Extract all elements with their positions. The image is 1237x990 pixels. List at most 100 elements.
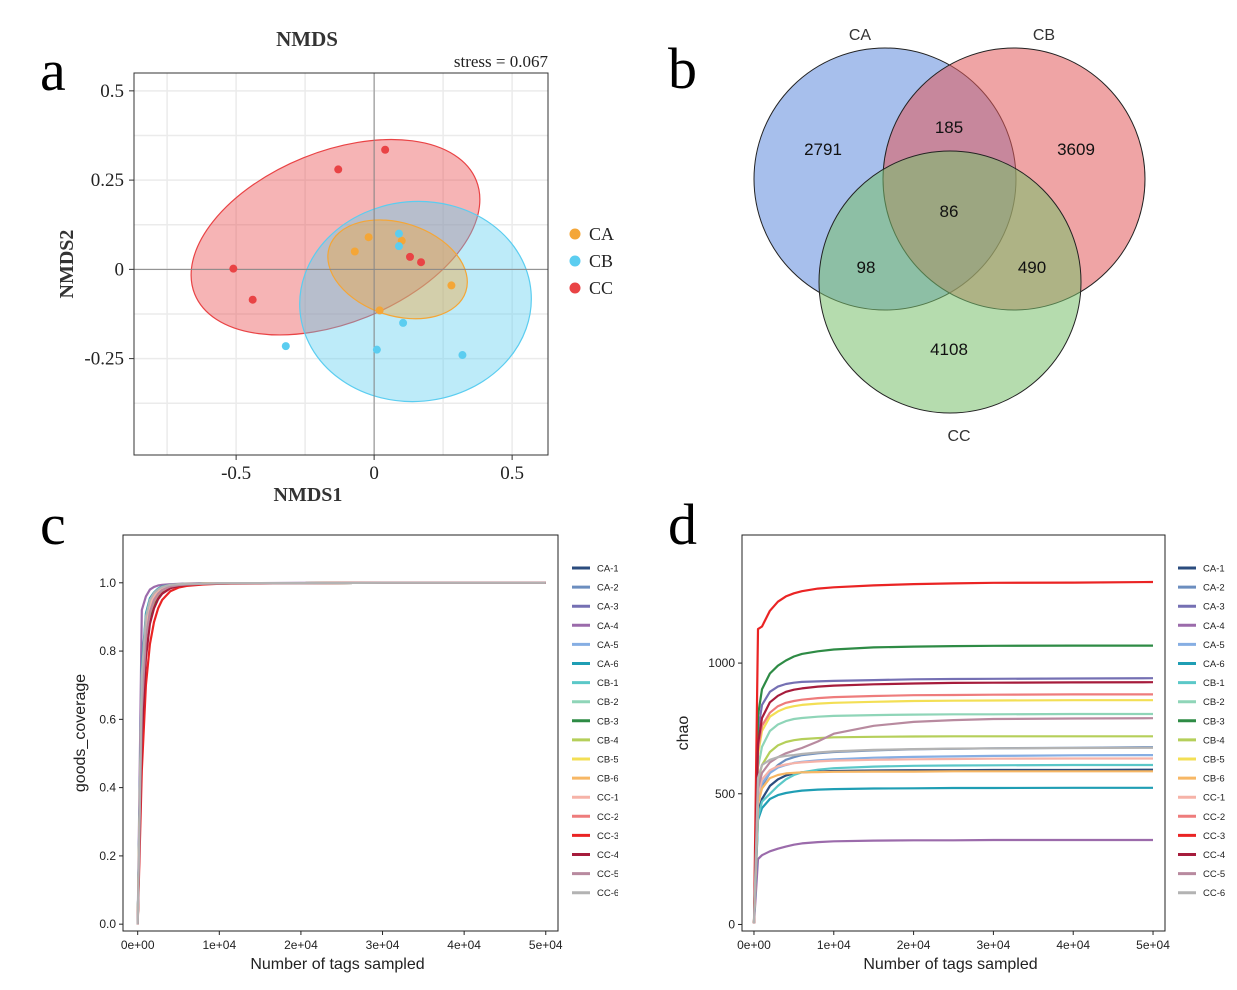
legend-label-ca-2: CA-2 [597, 583, 618, 594]
x-tick-label: 0 [369, 463, 379, 484]
legend-label-ca-6: CA-6 [597, 659, 618, 670]
legend-label-ca-3: CA-3 [597, 602, 618, 613]
point-cc [334, 165, 343, 174]
series-line-cc-4 [752, 681, 1154, 924]
plot-border [133, 72, 549, 456]
venn-count-cb: 3609 [1057, 140, 1095, 159]
x-tick-label: 1e+04 [817, 938, 851, 952]
legend-label-cc-5: CC-5 [1203, 869, 1225, 880]
legend-label-cc-3: CC-3 [1203, 831, 1225, 842]
point-cb [458, 351, 467, 360]
legend-label-ca-5: CA-5 [597, 640, 618, 651]
legend-label-cc-5: CC-5 [597, 869, 618, 880]
legend-label-cc-2: CC-2 [597, 812, 618, 823]
legend-label-ca-1: CA-1 [1203, 564, 1225, 575]
goods-coverage-chart: 0e+00 1e+04 2e+04 3e+04 4e+04 5e+04 0.0 0.2 0.4 0… [72, 534, 618, 973]
legend-label-cc-6: CC-6 [597, 888, 618, 899]
legend-label-ca-6: CA-6 [1203, 659, 1225, 670]
y-tick-label: 0.8 [99, 644, 116, 658]
y-tick-label: 0.0 [99, 917, 116, 931]
nmds-chart: -0.5 0 0.5 -0.25 0 0.25 0.5 NMDS stress = 0.067 N… [56, 27, 614, 505]
legend-label-cc-1: CC-1 [1203, 793, 1225, 804]
legend-label-cc-3: CC-3 [597, 831, 618, 842]
venn-set-label-ca: CA [849, 27, 872, 44]
y-tick-label: 0 [728, 917, 735, 931]
point-cb [281, 342, 290, 351]
legend-label-ca-5: CA-5 [1203, 640, 1225, 651]
venn-diagram: CA CB CC 2791 3609 4108 185 98 490 86 [753, 27, 1146, 445]
series-line-cc-3 [752, 580, 1154, 924]
legend-label-ca-4: CA-4 [1203, 621, 1225, 632]
y-tick-label: 0.25 [91, 170, 124, 191]
series-line-cb-5 [752, 699, 1153, 924]
legend-marker-cc [569, 282, 581, 294]
venn-count-cc: 4108 [930, 340, 968, 359]
y-tick-label: 0 [115, 259, 125, 280]
venn-set-label-cc: CC [947, 428, 970, 445]
y-axis-label: goods_coverage [72, 674, 89, 792]
x-tick-label: 0.5 [500, 463, 524, 484]
x-axis-label: Number of tags sampled [250, 956, 424, 973]
panel-letter-b: b [668, 36, 697, 101]
legend-label-cb-5: CB-5 [1203, 755, 1225, 766]
series-line-ca-4 [752, 838, 1153, 924]
y-tick-label: 0.4 [99, 781, 116, 795]
series-line-cc-6 [752, 746, 1154, 924]
y-tick-label: 0.2 [99, 849, 116, 863]
point-cb [399, 318, 408, 327]
legend-label-ca-2: CA-2 [1203, 583, 1225, 594]
legend-label-cb-3: CB-3 [597, 716, 618, 727]
x-tick-label: 3e+04 [366, 938, 400, 952]
point-cb [394, 242, 403, 251]
panel-letter-a: a [40, 38, 66, 103]
series-line-cc-6 [136, 581, 546, 925]
legend-label-ca: CA [589, 224, 614, 244]
series-line-cb-6 [752, 770, 1153, 924]
venn-count-ca-cb: 185 [935, 118, 963, 137]
point-ca [350, 247, 359, 256]
x-tick-label: 0e+00 [737, 938, 771, 952]
series-line-cc-1 [752, 757, 1153, 924]
legend-marker-ca [569, 228, 581, 240]
ellipse-cc [190, 138, 481, 336]
y-tick-label: 500 [715, 787, 735, 801]
legend-label-ca-1: CA-1 [597, 564, 618, 575]
point-cb [394, 229, 403, 238]
x-tick-label: 2e+04 [897, 938, 931, 952]
y-axis-label: NMDS2 [56, 230, 78, 299]
plot-border [741, 534, 1166, 932]
point-ca [447, 281, 456, 290]
series-line-cb-3 [752, 644, 1153, 924]
legend-label-cb-5: CB-5 [597, 755, 618, 766]
x-axis-label: NMDS1 [274, 484, 343, 505]
legend-label-cb-1: CB-1 [597, 678, 618, 689]
point-cc [229, 264, 238, 273]
legend-label-cc-1: CC-1 [597, 793, 618, 804]
x-tick-label: 5e+04 [529, 938, 563, 952]
venn-count-ca: 2791 [804, 140, 842, 159]
stress-annotation: stress = 0.067 [454, 52, 549, 71]
x-tick-label: 2e+04 [284, 938, 318, 952]
series-line-cb-4 [752, 735, 1153, 924]
chao-chart: 0e+00 1e+04 2e+04 3e+04 4e+04 5e+04 0 500 1000 Nu… [675, 534, 1225, 973]
legend-label-cb-4: CB-4 [1203, 735, 1225, 746]
point-cc [417, 258, 426, 267]
venn-count-ca-cc: 98 [857, 258, 876, 277]
series-line-cc-5 [752, 717, 1154, 924]
legend-marker-cb [569, 255, 581, 267]
venn-set-label-cb: CB [1033, 27, 1055, 44]
y-tick-label: 0.6 [99, 712, 116, 726]
plot-border [122, 534, 559, 932]
y-axis-label: chao [675, 716, 692, 751]
point-ca [364, 233, 373, 242]
x-tick-label: -0.5 [221, 463, 251, 484]
legend-label-cb: CB [589, 251, 613, 271]
legend-label-cb-3: CB-3 [1203, 716, 1225, 727]
panel-letter-d: d [668, 492, 697, 557]
point-ca [375, 306, 384, 315]
point-cc [381, 145, 390, 154]
venn-count-ca-cb-cc: 86 [940, 202, 959, 221]
point-cc [248, 295, 257, 304]
legend-label-cc-4: CC-4 [1203, 850, 1225, 861]
legend-label-cb-1: CB-1 [1203, 678, 1225, 689]
